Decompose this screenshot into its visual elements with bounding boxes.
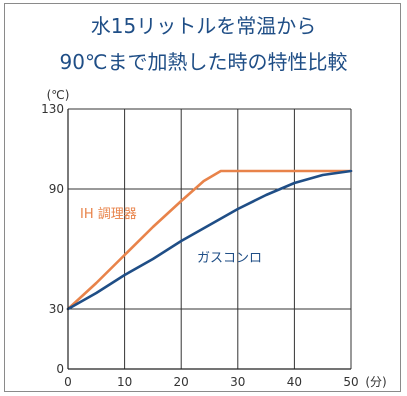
x-tick-label: 0 <box>64 375 72 389</box>
y-tick-label: 90 <box>49 182 64 196</box>
series-label-ih: IH 調理器 <box>80 207 137 222</box>
x-tick-label: 40 <box>287 375 302 389</box>
grid <box>68 108 352 369</box>
x-axis-label: (分) <box>365 375 386 389</box>
y-tick-label: 130 <box>41 102 64 116</box>
x-tick-label: 30 <box>230 375 245 389</box>
plot-area <box>68 109 351 369</box>
x-tick-label: 50 <box>343 375 358 389</box>
y-axis-label: (℃) <box>47 88 70 102</box>
series-line-ih <box>66 169 353 311</box>
x-tick-label: 10 <box>117 375 132 389</box>
series-line-gas <box>66 169 353 311</box>
series-lines <box>66 169 353 311</box>
chart-title: 水15リットルを常温から <box>90 14 317 38</box>
axes <box>67 109 351 370</box>
x-tick-label: 20 <box>174 375 189 389</box>
y-tick-label: 30 <box>49 302 64 316</box>
y-tick-label: 0 <box>56 362 64 376</box>
chart-subtitle: 90℃まで加熱した時の特性比較 <box>59 50 348 74</box>
series-label-gas: ガスコンロ <box>197 251 262 266</box>
